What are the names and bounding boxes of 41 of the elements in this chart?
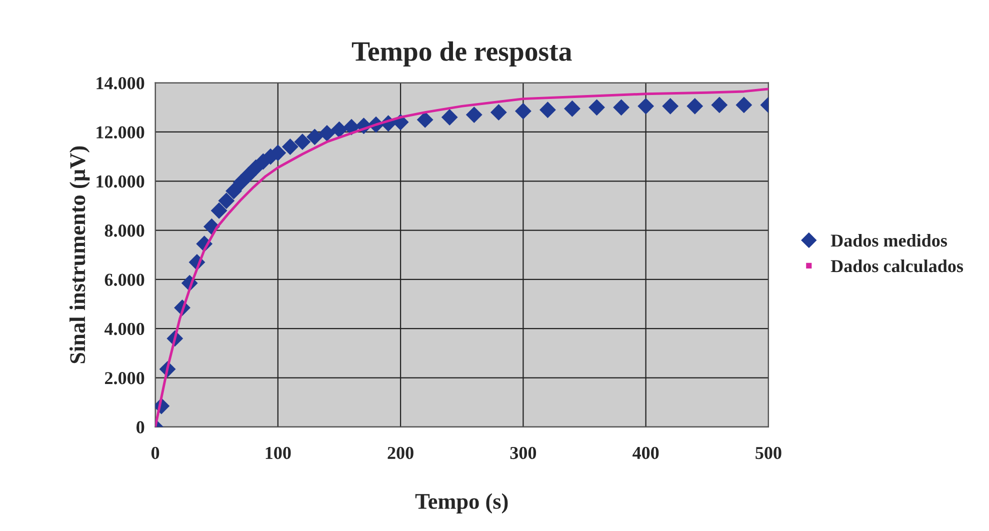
point: [588, 99, 605, 116]
y-tick-label: 10.000: [96, 175, 144, 188]
point: [318, 125, 336, 142]
point: [294, 134, 311, 150]
x-tick-label: 300: [510, 446, 536, 460]
point: [331, 121, 348, 138]
y-tick-label: 0: [136, 421, 144, 434]
point: [662, 98, 679, 114]
point: [306, 128, 323, 146]
point: [490, 104, 507, 121]
point: [638, 98, 654, 114]
point: [736, 96, 752, 114]
legend-label: Dados medidos: [830, 234, 947, 247]
point: [226, 182, 242, 200]
point: [466, 106, 482, 124]
y-tick-label: 6.000: [104, 274, 144, 286]
x-tick-label: 0: [151, 446, 160, 460]
point: [564, 100, 580, 117]
x-tick-label: 400: [632, 446, 659, 460]
y-tick-label: 4.000: [104, 322, 144, 336]
x-tick-label: 200: [388, 446, 414, 460]
point: [539, 102, 556, 118]
point: [686, 98, 704, 114]
chart-title: Tempo de resposta: [352, 41, 572, 67]
point: [210, 202, 228, 219]
point: [514, 102, 532, 120]
point: [282, 138, 298, 155]
y-axis-title: Sinal instrumento (µV): [69, 146, 90, 364]
x-axis-title: Tempo (s): [415, 493, 508, 514]
point: [711, 96, 728, 114]
point: [613, 99, 630, 116]
y-tick-label: 8.000: [104, 224, 144, 237]
point: [218, 192, 235, 210]
y-tick-label: 14.000: [96, 77, 144, 90]
point: [441, 109, 458, 126]
y-tick-label: 2.000: [104, 372, 144, 384]
legend-label: Dados calculados: [830, 260, 964, 272]
x-tick-label: 100: [266, 446, 291, 460]
point: [416, 111, 434, 128]
y-tick-label: 12.000: [96, 126, 144, 139]
x-tick-label: 500: [756, 446, 782, 460]
